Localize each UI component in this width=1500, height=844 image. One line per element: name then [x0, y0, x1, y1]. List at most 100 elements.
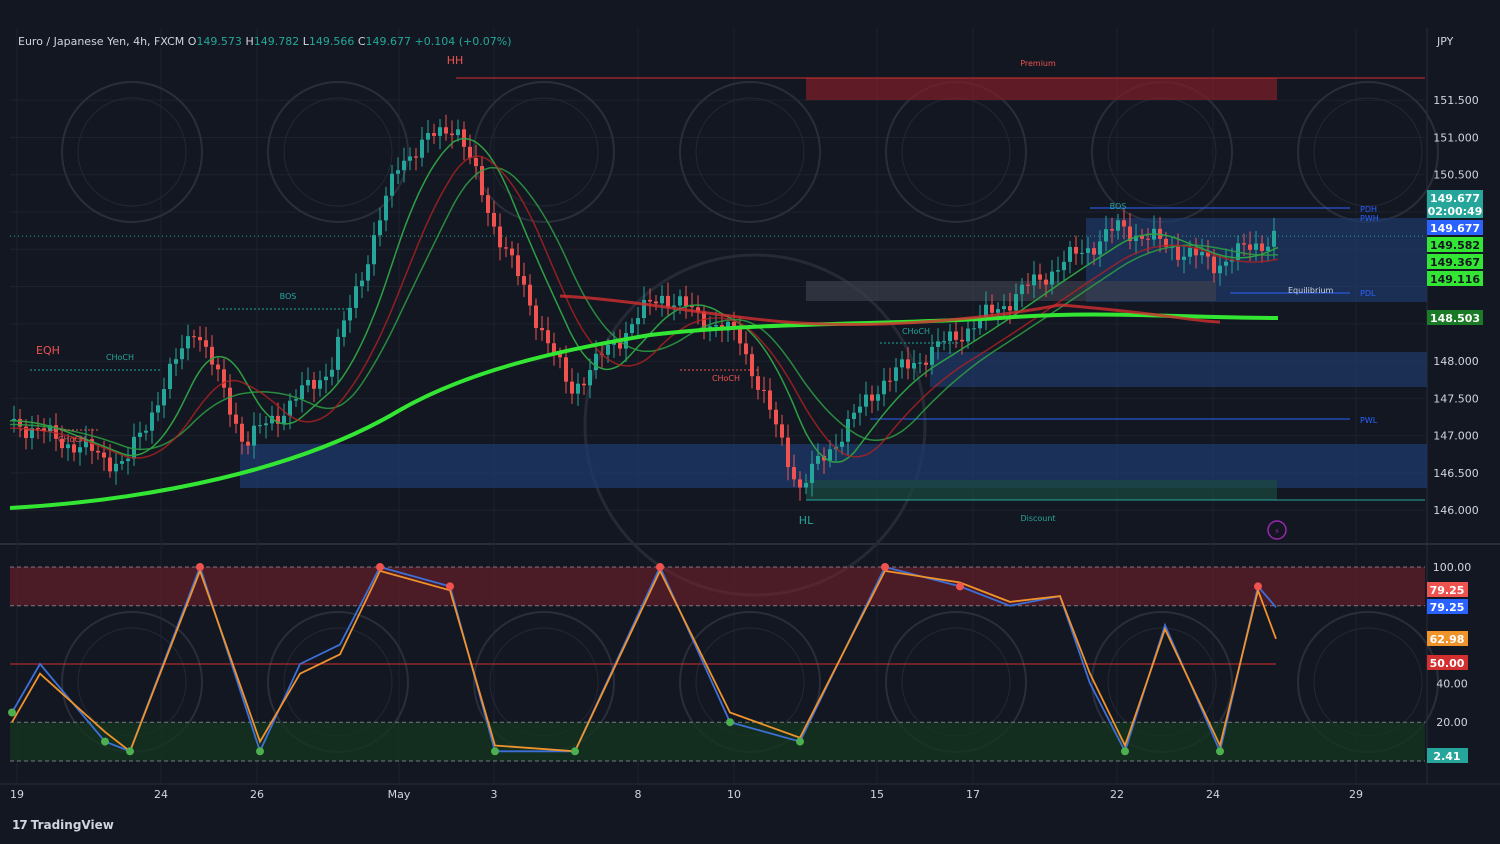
stoch-cross-up-marker: [726, 718, 734, 727]
candle-body: [168, 363, 172, 390]
candle-body: [330, 369, 334, 377]
watermark-ring-icon: [1297, 81, 1439, 223]
candle-body: [408, 156, 412, 161]
pwl-label: PWL: [1360, 416, 1378, 425]
candle-body: [1212, 256, 1216, 274]
stoch-cross-up-marker: [256, 747, 264, 756]
candle-body: [198, 336, 202, 341]
candle-body: [180, 348, 184, 360]
candle-body: [306, 379, 310, 386]
premium-label: Premium: [1020, 59, 1056, 68]
candle-body: [282, 415, 286, 424]
time-tick-label: 29: [1349, 788, 1363, 801]
candle-body: [510, 248, 514, 256]
candle-body: [870, 394, 874, 401]
time-tick-label: 24: [1206, 788, 1220, 801]
stoch-cross-down-marker: [956, 582, 964, 591]
high-value: 149.782: [253, 35, 300, 48]
candle-body: [48, 425, 52, 432]
time-tick-label: 22: [1110, 788, 1124, 801]
candle-body: [1272, 230, 1276, 247]
candle-body: [1182, 256, 1186, 260]
open-label: O: [187, 35, 197, 48]
stoch-cross-up-marker: [796, 737, 804, 746]
candle-body: [1080, 252, 1084, 254]
candle-body: [78, 447, 82, 453]
candle-body: [1110, 229, 1114, 231]
pdl-label: PDL: [1360, 289, 1376, 298]
price-badge-text: 02:00:49: [1428, 205, 1483, 218]
candle-body: [276, 415, 280, 424]
stoch-badge: [1427, 748, 1468, 763]
candle-body: [54, 425, 58, 439]
candle-body: [30, 428, 34, 439]
watermark-ring-inner-icon: [489, 97, 599, 207]
choch-label-3: CHoCH: [712, 374, 740, 383]
candle-body: [540, 327, 544, 331]
candle-body: [1146, 238, 1150, 240]
low-value: 149.566: [308, 35, 355, 48]
order-block-middle: [930, 352, 1427, 387]
discount-zone: [806, 480, 1277, 500]
watermark-ring-inner-icon: [1313, 627, 1423, 737]
candle-body: [900, 359, 904, 368]
candle-body: [1026, 284, 1030, 286]
watermark-ring-icon: [267, 81, 409, 223]
candles-group: [12, 114, 1276, 501]
candle-body: [1086, 248, 1090, 253]
choch-label-4: CHoCH: [902, 327, 930, 336]
stoch-badge-text: 79.25: [1430, 601, 1465, 614]
price-tick-label: 146.000: [1433, 504, 1479, 517]
candle-body: [1188, 247, 1192, 257]
candle-body: [204, 340, 208, 347]
candle-body: [696, 307, 700, 312]
candle-body: [270, 415, 274, 424]
change-value: +0.104 (+0.07%): [414, 35, 512, 48]
candle-body: [360, 280, 364, 287]
candle-body: [942, 341, 946, 343]
candle-body: [120, 461, 124, 464]
symbol-title[interactable]: Euro / Japanese Yen, 4h, FXCM: [18, 35, 185, 48]
candle-body: [1002, 306, 1006, 310]
stoch-badge-text: 50.00: [1430, 657, 1465, 670]
equilibrium-label: Equilibrium: [1288, 286, 1334, 295]
candle-body: [144, 430, 148, 433]
candle-body: [876, 394, 880, 401]
candle-body: [516, 255, 520, 277]
hl-label: HL: [799, 514, 814, 527]
candle-body: [84, 439, 88, 448]
candle-body: [1008, 306, 1012, 311]
candle-body: [684, 296, 688, 307]
ema-slow-red-line: [559, 294, 1221, 326]
candle-body: [1140, 235, 1144, 239]
stoch-cross-down-marker: [881, 563, 889, 571]
choch-label-2: CHoCH: [58, 435, 86, 444]
candle-body: [402, 160, 406, 171]
stoch-cross-up-marker: [1216, 747, 1224, 756]
candle-body: [774, 409, 778, 425]
candle-body: [1092, 248, 1096, 255]
watermark-ring-icon: [61, 81, 203, 223]
candle-body: [1230, 259, 1234, 262]
candle-body: [1218, 265, 1222, 274]
candle-body: [486, 195, 490, 213]
ema-slow-line: [9, 312, 1279, 510]
candle-body: [996, 309, 1000, 313]
watermark-ring-inner-icon: [1107, 97, 1217, 207]
candle-body: [300, 385, 304, 400]
currency-label[interactable]: JPY: [1437, 35, 1454, 48]
tradingview-logo[interactable]: 17 TradingView: [12, 818, 114, 832]
equilibrium-zone: [806, 281, 1216, 301]
candle-body: [246, 441, 250, 446]
candle-body: [108, 457, 112, 472]
price-tick-label: 146.500: [1433, 467, 1479, 480]
candle-body: [90, 439, 94, 451]
candle-body: [1224, 261, 1228, 266]
watermark-ring-icon: [885, 81, 1027, 223]
candle-body: [846, 419, 850, 442]
candle-body: [864, 394, 868, 407]
eqh-label: EQH: [36, 344, 60, 357]
candle-body: [990, 304, 994, 313]
stoch-badge: [1427, 631, 1468, 646]
